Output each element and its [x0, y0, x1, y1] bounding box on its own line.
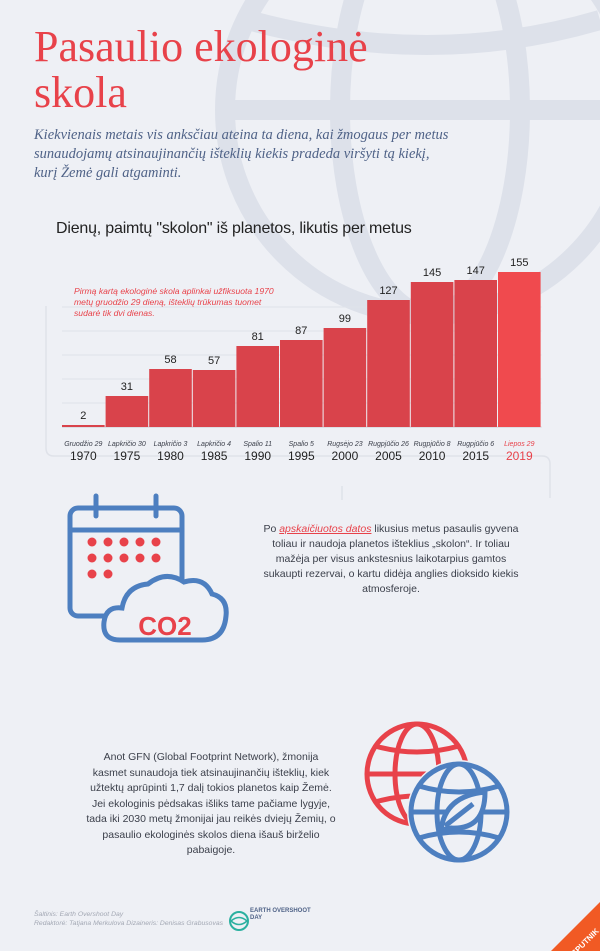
year-label-2015: 2015	[462, 449, 489, 463]
two-globes-icon	[364, 721, 511, 864]
value-label-2005: 127	[379, 285, 397, 297]
bar-1990	[236, 346, 279, 427]
year-label-1995: 1995	[288, 449, 315, 463]
date-label-1975: Lapkričio 30	[108, 441, 146, 448]
value-label-1995: 87	[295, 325, 307, 337]
bar-chart: 2 31 58 57 81 87 99 127 145 147 155 Gruodžio 29 Lap…	[45, 257, 551, 500]
eod-logo-text: EARTH OVERSHOOT DAY	[250, 908, 311, 921]
bar-2019	[498, 272, 541, 427]
date-label-1990: Spalio 11	[243, 441, 272, 448]
page-subtitle: Kiekvienais metais vis anksčiau ateina t…	[34, 127, 449, 181]
year-label-2000: 2000	[332, 449, 359, 463]
date-label-2010: Rugpjūčio 8	[414, 441, 451, 448]
date-label-2019: Liepos 29	[504, 441, 534, 448]
year-label-1970: 1970	[70, 449, 97, 463]
bar-1995	[280, 340, 323, 427]
date-label-2005: Rugpjūčio 26	[368, 441, 409, 448]
sputnik-logo: SPUTNIK	[551, 902, 600, 951]
co2-description: Po apskaičiuotos datos likusius metus pa…	[262, 522, 520, 597]
page-title: Pasaulio ekologinė skola	[34, 22, 368, 117]
bar-2010	[410, 282, 454, 427]
co2-label: CO2	[138, 611, 191, 641]
value-label-1980: 58	[164, 354, 176, 366]
chart-annotation: Pirmą kartą ekologinė skola aplinkai užf…	[74, 286, 274, 318]
chart-title: Dienų, paimtų "skolon" iš planetos, liku…	[56, 220, 412, 237]
earth-overshoot-day-logo: EARTH OVERSHOOT DAY	[228, 906, 318, 936]
calendar-co2-icon: CO2	[67, 493, 229, 643]
date-label-1970: Gruodžio 29	[64, 441, 102, 448]
date-label-1995: Spalio 5	[289, 441, 314, 448]
value-label-2010: 145	[423, 267, 441, 279]
year-label-1980: 1980	[157, 449, 184, 463]
value-label-2000: 99	[339, 313, 351, 325]
value-label-2015: 147	[467, 265, 485, 277]
value-label-1975: 31	[121, 381, 133, 393]
bar-1975	[105, 396, 149, 427]
value-label-1990: 81	[252, 331, 264, 343]
co2-text-after: likusius metus pasaulis gyvena toliau ir…	[263, 523, 519, 595]
date-label-2015: Rugpjūčio 6	[457, 441, 494, 448]
year-label-2019: 2019	[506, 449, 533, 463]
year-label-1990: 1990	[244, 449, 271, 463]
year-label-2010: 2010	[419, 449, 446, 463]
value-label-1985: 57	[208, 355, 220, 367]
source-text: Šaltinis: Earth Overshoot Day	[34, 911, 124, 918]
annotation-bracket	[45, 306, 551, 498]
year-label-2005: 2005	[375, 449, 402, 463]
value-label-2019: 155	[510, 257, 528, 269]
bar-2005	[367, 300, 410, 427]
credits: Šaltinis: Earth Overshoot Day Redaktorė:…	[34, 910, 223, 928]
year-label-1985: 1985	[201, 449, 228, 463]
date-label-1985: Lapkričio 4	[197, 441, 231, 448]
bar-2000	[323, 328, 367, 427]
bar-2015	[454, 280, 497, 427]
co2-text-before: Po	[263, 523, 280, 535]
bar-1985	[192, 370, 236, 427]
date-label-2000: Rugsėjo 23	[327, 441, 363, 448]
date-label-1980: Lapkričio 3	[154, 441, 188, 448]
editors-text: Redaktorė: Tatjana Merkulova Dizaineris:…	[34, 920, 224, 927]
bar-1970	[62, 425, 105, 427]
year-label-1975: 1975	[114, 449, 141, 463]
gfn-description: Anot GFN (Global Footprint Network), žmo…	[86, 751, 336, 856]
eod-globe-icon	[229, 911, 249, 931]
bar-1980	[149, 369, 192, 427]
calculated-dates-link[interactable]: apskaičiuotos datos	[279, 523, 372, 535]
value-label-1970: 2	[80, 410, 86, 422]
